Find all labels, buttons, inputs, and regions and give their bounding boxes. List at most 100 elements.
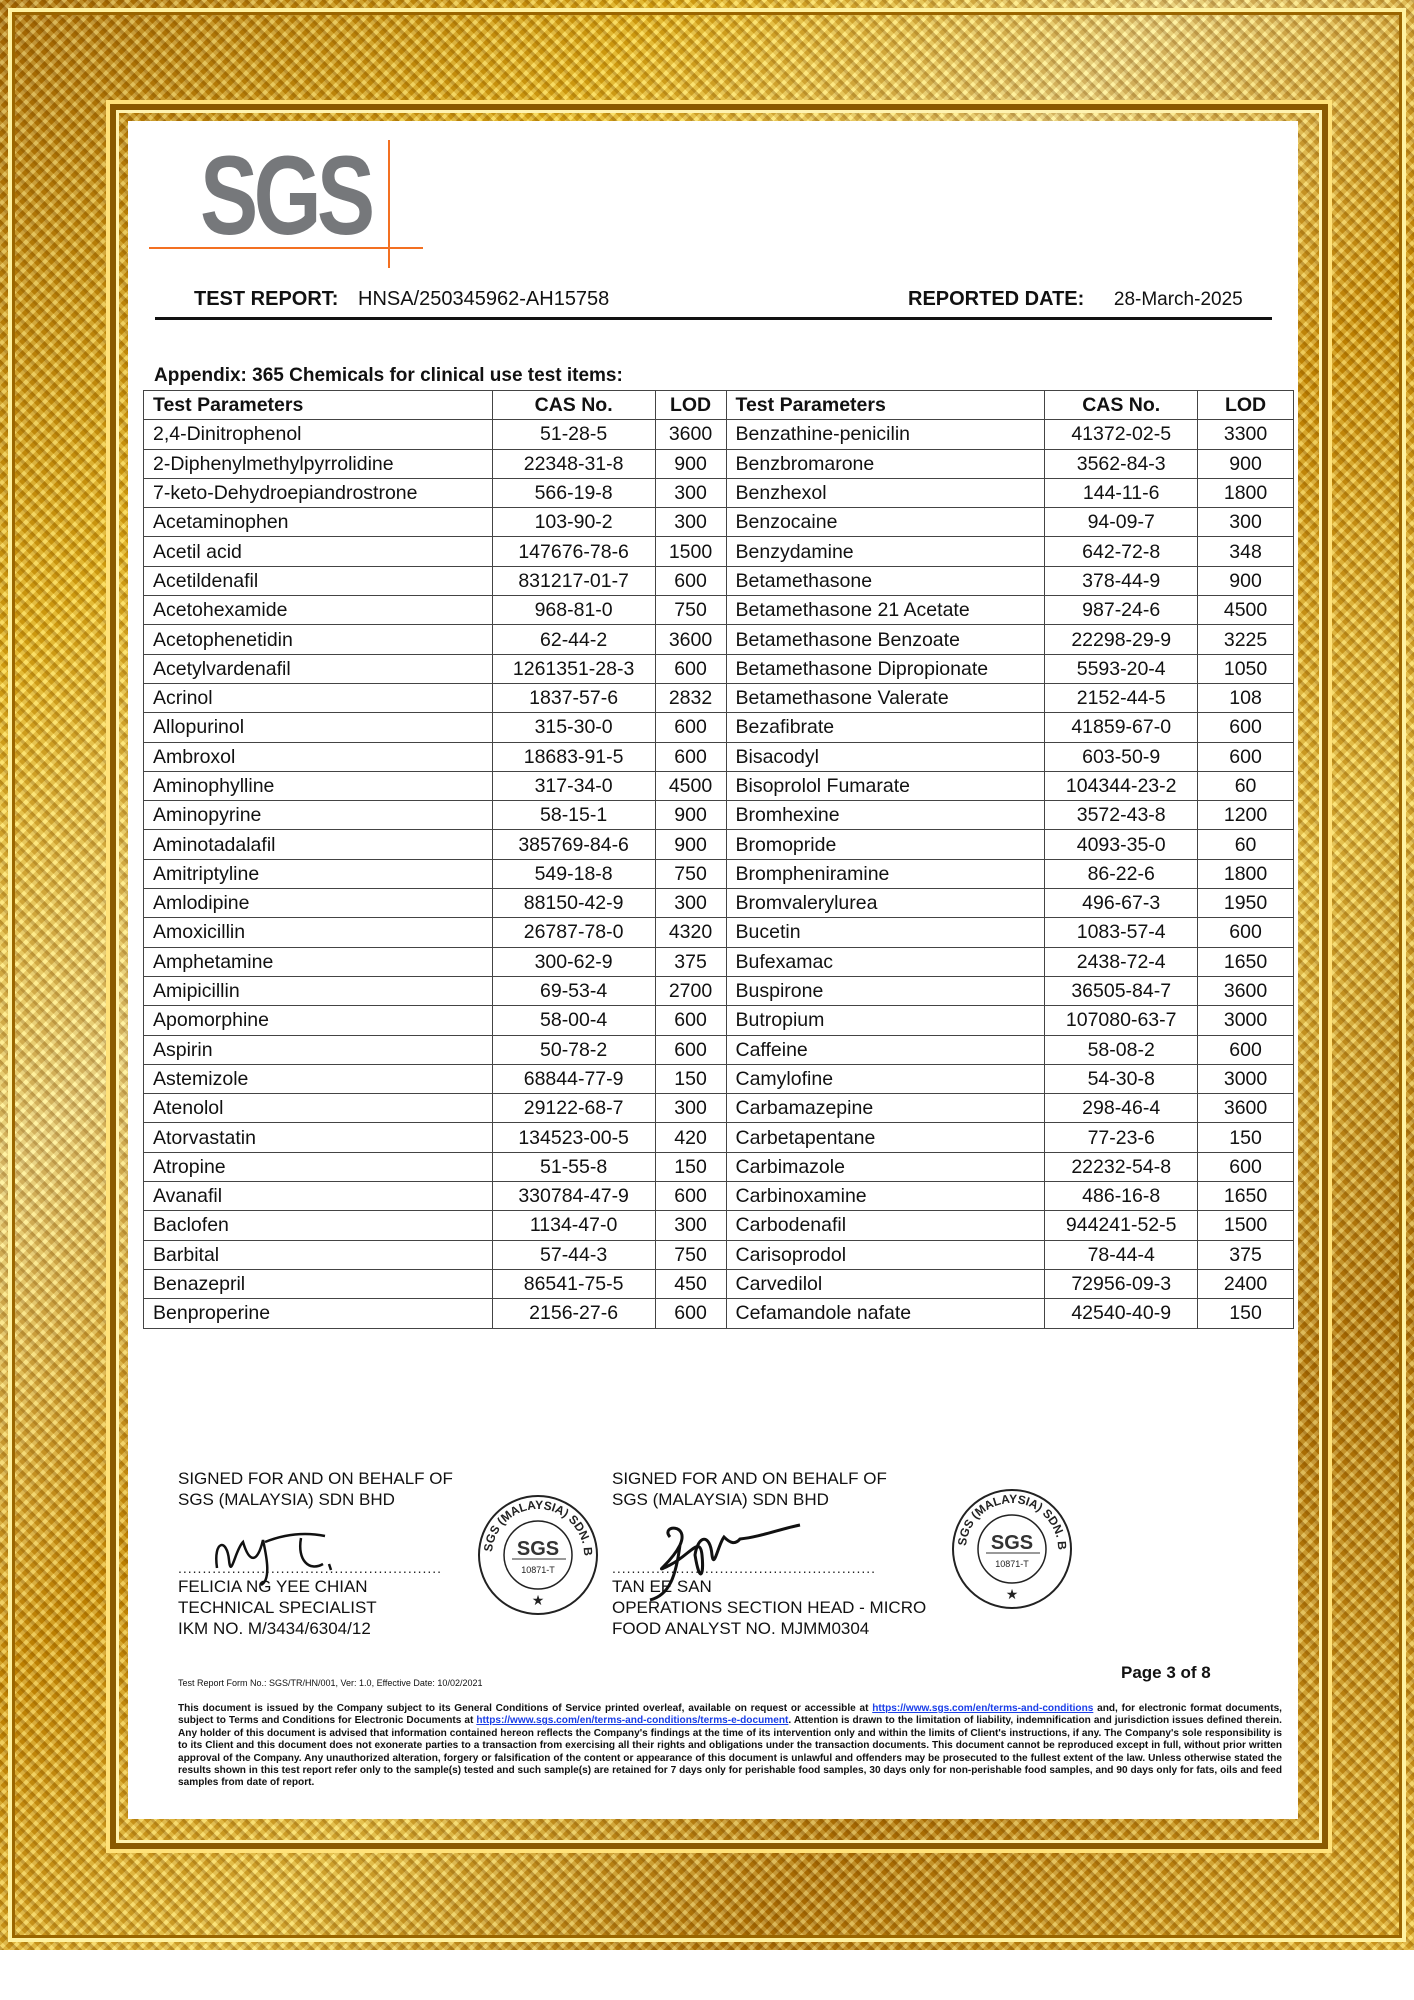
lod-value: 1050 bbox=[1197, 653, 1294, 684]
test-parameter: Bisoprolol Fumarate bbox=[725, 770, 1046, 802]
cas-number: 36505-84-7 bbox=[1044, 975, 1199, 1007]
lod-value: 600 bbox=[1197, 712, 1294, 743]
test-parameter: Astemizole bbox=[143, 1063, 493, 1095]
test-parameter: Bezafibrate bbox=[725, 712, 1046, 743]
test-parameter: Ambroxol bbox=[143, 741, 493, 772]
cas-number: 1261351-28-3 bbox=[491, 653, 656, 684]
table-row: Ambroxol 18683-91-5 600 Bisacodyl 603-50-9 60… bbox=[143, 741, 1294, 772]
test-parameter: Benazepril bbox=[143, 1268, 493, 1300]
table-row: Benazepril 86541-75-5 450 Carvedilol 72956-0… bbox=[143, 1268, 1294, 1300]
cas-number: 68844-77-9 bbox=[491, 1063, 656, 1095]
header-lod: LOD bbox=[1197, 389, 1294, 421]
stamp-center-logo: SGS bbox=[517, 1538, 559, 1560]
cas-number: 104344-23-2 bbox=[1044, 770, 1199, 802]
test-parameter: Betamethasone 21 Acetate bbox=[725, 595, 1046, 626]
lod-value: 600 bbox=[1197, 741, 1294, 772]
cas-number: 496-67-3 bbox=[1044, 888, 1199, 919]
lod-value: 750 bbox=[654, 858, 727, 890]
test-parameter: Carbetapentane bbox=[725, 1122, 1046, 1153]
signatory-block-2: SIGNED FOR AND ON BEHALF OF SGS (MALAYSI… bbox=[612, 1468, 926, 1639]
cas-number: 58-00-4 bbox=[491, 1005, 656, 1036]
company-line: SGS (MALAYSIA) SDN BHD bbox=[178, 1490, 395, 1509]
cas-number: 385769-84-6 bbox=[491, 829, 656, 860]
cas-number: 642-72-8 bbox=[1044, 536, 1199, 567]
cas-number: 968-81-0 bbox=[491, 595, 656, 626]
reported-date-block: REPORTED DATE: 28-March-2025 bbox=[908, 288, 1243, 311]
signatory-registration: FOOD ANALYST NO. MJMM0304 bbox=[612, 1619, 870, 1638]
cas-number: 72956-09-3 bbox=[1044, 1268, 1199, 1300]
lod-value: 900 bbox=[654, 800, 727, 831]
cas-number: 58-15-1 bbox=[491, 800, 656, 831]
cas-number: 3562-84-3 bbox=[1044, 448, 1199, 479]
header-lod: LOD bbox=[654, 389, 727, 421]
cas-number: 41859-67-0 bbox=[1044, 712, 1199, 743]
test-parameter: Benzathine-penicilin bbox=[725, 419, 1046, 450]
test-parameter: Carbimazole bbox=[725, 1151, 1046, 1183]
lod-value: 300 bbox=[654, 888, 727, 919]
lod-value: 375 bbox=[1197, 1239, 1294, 1270]
cas-number: 107080-63-7 bbox=[1044, 1005, 1199, 1036]
test-parameter: Acrinol bbox=[143, 682, 493, 714]
test-parameter: Betamethasone bbox=[725, 565, 1046, 597]
header-cas-no: CAS No. bbox=[491, 389, 656, 421]
test-parameter: Atenolol bbox=[143, 1093, 493, 1124]
lod-value: 3300 bbox=[1197, 419, 1294, 450]
lod-value: 1200 bbox=[1197, 800, 1294, 831]
disclaimer-text: This document is issued by the Company s… bbox=[178, 1703, 873, 1714]
lod-value: 1800 bbox=[1197, 477, 1294, 509]
terms-e-document-link[interactable]: https://www.sgs.com/en/terms-and-conditi… bbox=[476, 1715, 789, 1727]
table-header-row: Test Parameters CAS No. LOD Test Paramet… bbox=[143, 389, 1294, 421]
lod-value: 600 bbox=[654, 741, 727, 772]
signatory-title: OPERATIONS SECTION HEAD - MICRO bbox=[612, 1598, 927, 1617]
table-row: 2-Diphenylmethylpyrrolidine 22348-31-8 900… bbox=[143, 448, 1294, 479]
lod-value: 60 bbox=[1197, 770, 1294, 802]
cas-number: 486-16-8 bbox=[1044, 1181, 1199, 1212]
table-row: Amoxicillin 26787-78-0 4320 Bucetin 1083-57-… bbox=[143, 917, 1294, 948]
appendix-title: Appendix: 365 Chemicals for clinical use… bbox=[154, 365, 623, 386]
test-parameter: Benzocaine bbox=[725, 507, 1046, 538]
cas-number: 86-22-6 bbox=[1044, 858, 1199, 890]
test-parameter: Apomorphine bbox=[143, 1005, 493, 1036]
table-row: Apomorphine 58-00-4 600 Butropium 107080-63-… bbox=[143, 1005, 1294, 1036]
header-cas-no: CAS No. bbox=[1044, 389, 1199, 421]
lod-value: 600 bbox=[1197, 1034, 1294, 1065]
lod-value: 375 bbox=[654, 946, 727, 977]
cas-number: 88150-42-9 bbox=[491, 888, 656, 919]
lod-value: 600 bbox=[1197, 917, 1294, 948]
terms-and-conditions-link[interactable]: https://www.sgs.com/en/terms-and-conditi… bbox=[872, 1703, 1094, 1714]
cas-number: 603-50-9 bbox=[1044, 741, 1199, 772]
lod-value: 2400 bbox=[1197, 1268, 1294, 1300]
cas-number: 22348-31-8 bbox=[491, 448, 656, 479]
cas-number: 987-24-6 bbox=[1044, 595, 1199, 626]
table-row: Acrinol 1837-57-6 2832 Betamethasone Valera… bbox=[143, 682, 1294, 714]
test-parameter: Benzydamine bbox=[725, 536, 1046, 567]
table-row: Atenolol 29122-68-7 300 Carbamazepine 298-46… bbox=[143, 1093, 1294, 1124]
test-parameter: Benzhexol bbox=[725, 477, 1046, 509]
lod-value: 600 bbox=[654, 1181, 727, 1212]
test-parameter: Cefamandole nafate bbox=[725, 1298, 1046, 1329]
reported-date-value: 28-March-2025 bbox=[1113, 289, 1243, 310]
test-parameter: Bucetin bbox=[725, 917, 1046, 948]
test-parameter: Acetophenetidin bbox=[143, 624, 493, 655]
lod-value: 3000 bbox=[1197, 1005, 1294, 1036]
test-parameter: Bromvalerylurea bbox=[725, 888, 1046, 919]
cas-number: 566-19-8 bbox=[491, 477, 656, 509]
stamp-star-icon: ★ bbox=[1006, 1586, 1019, 1602]
lod-value: 150 bbox=[1197, 1298, 1294, 1329]
test-parameter: 2-Diphenylmethylpyrrolidine bbox=[143, 448, 493, 479]
signatory-name: FELICIA NG YEE CHIAN bbox=[178, 1577, 368, 1596]
table-row: 7-keto-Dehydroepiandrostrone 566-19-8 300 B… bbox=[143, 477, 1294, 509]
lod-value: 750 bbox=[654, 1239, 727, 1270]
lod-value: 2832 bbox=[654, 682, 727, 714]
lod-value: 300 bbox=[654, 477, 727, 509]
cas-number: 78-44-4 bbox=[1044, 1239, 1199, 1270]
table-row: Atropine 51-55-8 150 Carbimazole 22232-54-8 6… bbox=[143, 1151, 1294, 1183]
test-parameter: Brompheniramine bbox=[725, 858, 1046, 890]
test-parameter: Atropine bbox=[143, 1151, 493, 1183]
lod-value: 900 bbox=[654, 829, 727, 860]
test-parameter: Carvedilol bbox=[725, 1268, 1046, 1300]
lod-value: 300 bbox=[654, 507, 727, 538]
cas-number: 29122-68-7 bbox=[491, 1093, 656, 1124]
lod-value: 4500 bbox=[654, 770, 727, 802]
lod-value: 900 bbox=[1197, 565, 1294, 597]
